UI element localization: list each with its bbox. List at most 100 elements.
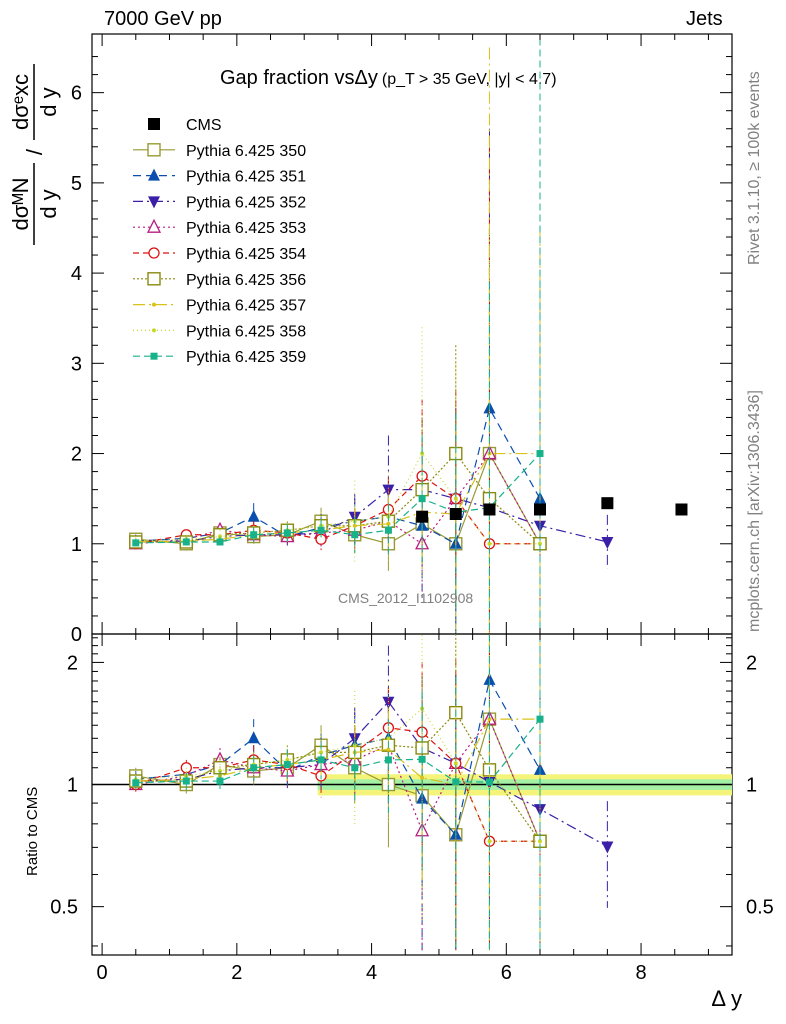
legend-marker	[148, 168, 160, 181]
cms-data-point	[483, 503, 496, 516]
ratio-series-357	[133, 634, 542, 951]
legend-item-CMS: CMS	[148, 117, 222, 134]
ratio-data-point	[285, 757, 290, 762]
data-point	[132, 539, 140, 547]
y-tick-label: 2	[71, 444, 82, 466]
ratio-ylabel: Ratio to CMS	[24, 786, 41, 876]
x-tick-label: 8	[635, 962, 646, 984]
data-point	[352, 523, 357, 528]
legend-item-358: Pythia 6.425 358	[133, 323, 306, 340]
ratio-y-tick-label: 0.5	[50, 897, 78, 919]
series-357	[133, 47, 542, 634]
ratio-series-356	[129, 634, 547, 951]
legend-marker	[152, 328, 156, 333]
ratio-data-point	[452, 778, 460, 786]
legend-item-353: Pythia 6.425 353	[133, 218, 306, 237]
series-350	[129, 227, 547, 634]
legend-item-354: Pythia 6.425 354	[133, 246, 306, 263]
ratio-data-point	[420, 775, 425, 780]
data-point	[317, 526, 325, 534]
series-line	[135, 452, 541, 545]
x-tick-label: 4	[366, 962, 377, 984]
title-cut: (p_T > 35 GeV, |y| < 4.7)	[382, 71, 557, 88]
data-point	[283, 529, 291, 537]
legend-marker	[147, 143, 161, 157]
ratio-data-point	[601, 841, 614, 854]
chart-title: Gap fraction vsΔy (p_T > 35 GeV, |y| < 4.…	[220, 67, 557, 89]
legend-label: Pythia 6.425 353	[186, 220, 306, 237]
main-y-axis-label: dσᴹN d y/dσᵉxc d y	[8, 64, 61, 245]
ratio-data-point	[182, 777, 190, 785]
y-tick-label: 5	[71, 173, 82, 195]
series-line	[135, 452, 540, 543]
ratio-y-tick-label-right: 0.5	[746, 897, 774, 919]
data-point	[351, 531, 359, 539]
ratio-data-point	[216, 777, 224, 785]
ratio-series-line	[135, 718, 540, 786]
ratio-series-line	[135, 678, 541, 837]
legend-label: CMS	[186, 117, 222, 134]
title-var: Δy	[355, 67, 378, 89]
data-point	[182, 538, 190, 546]
main-series-group	[128, 38, 688, 634]
series-line	[135, 406, 541, 545]
ratio-data-point	[283, 761, 291, 769]
legend-label: Pythia 6.425 357	[186, 298, 306, 315]
rivet-label: Rivet 3.1.10, ≥ 100k events	[746, 71, 763, 265]
ratio-data-point	[384, 756, 392, 764]
ratio-data-point	[317, 756, 325, 764]
legend-label: Pythia 6.425 359	[186, 349, 306, 366]
series-line	[135, 452, 540, 545]
legend-marker	[150, 352, 158, 360]
data-point	[487, 541, 492, 546]
ratio-y-tick-label: 2	[67, 652, 78, 674]
y-tick-label: 3	[71, 353, 82, 375]
ratio-panel: 0.5 0.5 1 1 2 2	[50, 633, 774, 956]
data-point	[384, 526, 392, 534]
header-left: 7000 GeV pp	[104, 8, 222, 30]
x-axis-label: Δ y	[711, 986, 742, 1011]
x-tick-label: 0	[97, 962, 108, 984]
legend-item-359: Pythia 6.425 359	[133, 349, 306, 366]
ratio-data-point	[132, 779, 140, 787]
ratio-data-point	[485, 778, 493, 786]
data-point	[538, 541, 542, 546]
cms-data-point	[534, 503, 546, 516]
legend-marker	[152, 302, 156, 307]
series-354	[130, 137, 546, 634]
legend-marker	[148, 247, 160, 259]
ratio-data-point	[386, 736, 391, 741]
y-tick-label: 1	[71, 534, 82, 556]
ratio-data-point	[538, 839, 542, 844]
ratio-y-tick-label: 1	[67, 775, 78, 797]
y-tick-label: 4	[71, 263, 82, 285]
ratio-y-tick-label-right: 2	[746, 652, 757, 674]
ratio-data-point	[487, 839, 492, 844]
legend-item-356: Pythia 6.425 356	[133, 272, 306, 289]
series-line	[135, 475, 540, 545]
data-point	[601, 536, 614, 549]
ylabel-den: d y	[36, 189, 61, 218]
data-point	[536, 450, 544, 458]
legend-label: Pythia 6.425 351	[186, 169, 306, 186]
cms-data-point	[675, 503, 688, 516]
ratio-y-tick-label-right: 1	[746, 775, 757, 797]
legend-label: Pythia 6.425 350	[186, 143, 306, 160]
legend-item-351: Pythia 6.425 351	[133, 168, 306, 186]
data-point	[216, 538, 224, 546]
y-tick-label: 6	[71, 83, 82, 105]
ylabel-den2: d y	[36, 87, 61, 116]
ratio-data-point	[536, 715, 544, 723]
ylabel-slash: /	[22, 148, 47, 155]
ylabel-num: dσᴹN	[8, 178, 33, 231]
mcplots-label: mcplots.cern.ch [arXiv:1306.3436]	[746, 390, 763, 632]
data-point	[420, 451, 425, 456]
legend-label: Pythia 6.425 358	[186, 323, 306, 340]
ratio-data-point	[319, 750, 324, 755]
ratio-series-group	[128, 634, 614, 951]
legend-label: Pythia 6.425 352	[186, 194, 306, 211]
series-line	[135, 452, 541, 545]
ylabel-num2: dσᵉxc	[8, 74, 33, 130]
title-main: Gap fraction vs	[220, 67, 355, 89]
ratio-data-point	[351, 764, 359, 772]
